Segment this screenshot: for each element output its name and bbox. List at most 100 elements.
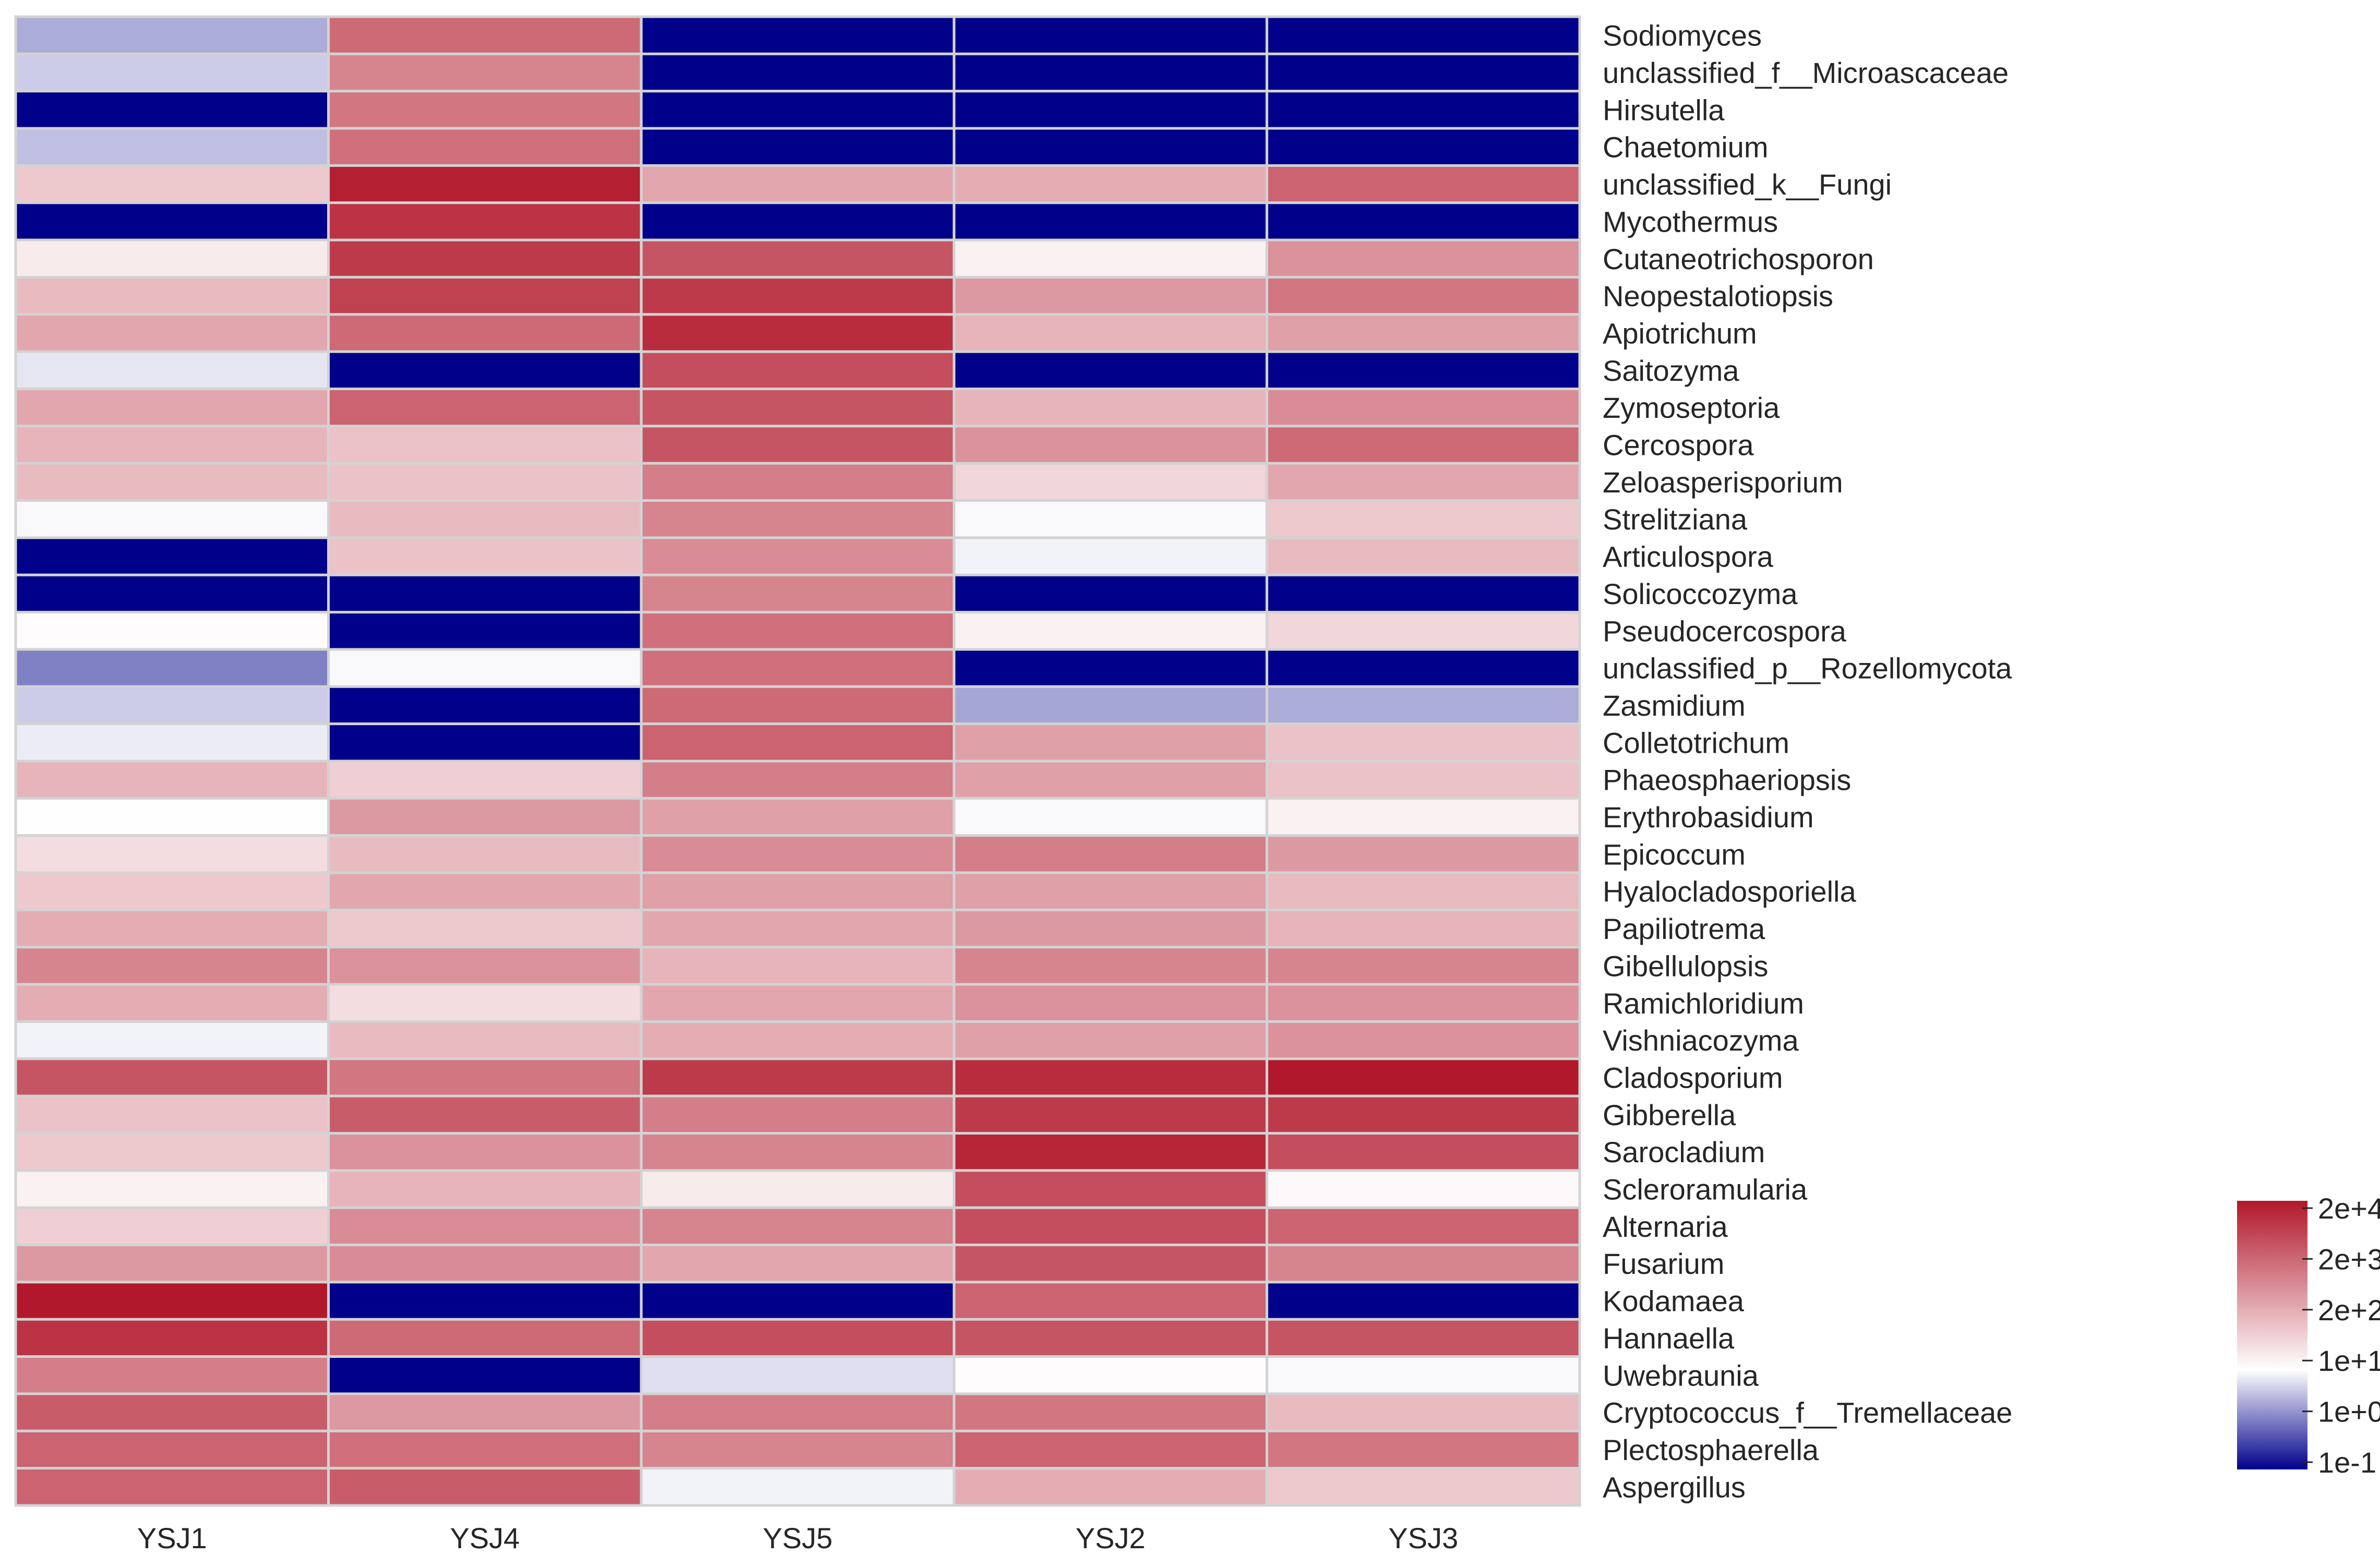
- row-label: Sarocladium: [1603, 1136, 1765, 1168]
- color-legend: 2e+4 2e+3 2e+2 1e+1 1e+0 1e-1: [2237, 1192, 2380, 1479]
- heatmap-cell: [14, 1355, 330, 1395]
- heatmap-cell: [1265, 1318, 1581, 1358]
- heatmap-cell: [953, 1318, 1268, 1358]
- heatmap-cell: [640, 1057, 956, 1098]
- heatmap-cell: [953, 722, 1268, 763]
- heatmap-cell: [14, 313, 330, 353]
- row-label: Zeloasperisporium: [1603, 466, 1843, 499]
- row-label: Hyalocladosporiella: [1603, 875, 1856, 908]
- heatmap-cell: [953, 1132, 1268, 1172]
- row-label: Alternaria: [1603, 1210, 1728, 1243]
- heatmap-cell: [14, 1206, 330, 1247]
- heatmap-cell: [640, 1206, 956, 1247]
- heatmap-cell: [1265, 164, 1581, 204]
- heatmap-cell: [1265, 238, 1581, 279]
- heatmap-cell: [640, 388, 956, 428]
- heatmap-cell: [953, 1355, 1268, 1395]
- heatmap-cell: [640, 164, 956, 204]
- heatmap-cell: [953, 573, 1268, 614]
- heatmap-cell: [640, 90, 956, 130]
- heatmap-border: [14, 15, 1581, 1507]
- heatmap-cell: [327, 1169, 643, 1209]
- heatmap-cell: [953, 685, 1268, 726]
- heatmap-cell: [640, 648, 956, 688]
- heatmap-cell: [14, 1429, 330, 1470]
- heatmap-cell: [327, 462, 643, 502]
- heatmap-cell: [1265, 760, 1581, 800]
- heatmap-cell: [327, 1132, 643, 1172]
- row-label: unclassified_k__Fungi: [1603, 168, 1892, 201]
- row-label: Kodamaea: [1603, 1285, 1745, 1318]
- heatmap-cell: [640, 1392, 956, 1432]
- heatmap-cell: [327, 871, 643, 911]
- heatmap-cell: [14, 536, 330, 576]
- color-legend-tick-label: 2e+2: [2318, 1294, 2380, 1327]
- heatmap-cell: [1265, 1429, 1581, 1470]
- heatmap-cell: [1265, 425, 1581, 465]
- heatmap-cell: [327, 797, 643, 837]
- heatmap-cell: [14, 946, 330, 986]
- color-legend-ticks: 2e+4 2e+3 2e+2 1e+1 1e+0 1e-1: [2302, 1192, 2380, 1479]
- heatmap-cell: [14, 648, 330, 688]
- heatmap-cell: [953, 1429, 1268, 1470]
- row-label: Hannaella: [1603, 1322, 1735, 1355]
- heatmap-cell: [640, 238, 956, 279]
- heatmap-cell: [953, 536, 1268, 576]
- heatmap-cell: [1265, 90, 1581, 130]
- heatmap-cell: [327, 350, 643, 391]
- row-label: Uwebraunia: [1603, 1359, 1759, 1392]
- heatmap-cell: [953, 15, 1268, 55]
- heatmap-cell: [953, 1392, 1268, 1432]
- heatmap-cell: [14, 908, 330, 949]
- column-label: YSJ1: [137, 1522, 207, 1554]
- heatmap-cell: [327, 573, 643, 614]
- heatmap-cell: [327, 1244, 643, 1284]
- row-label: Apiotrichum: [1603, 317, 1757, 349]
- heatmap-cell: [14, 871, 330, 911]
- heatmap-cell: [327, 1392, 643, 1432]
- heatmap-cell: [953, 1169, 1268, 1209]
- row-label: Fusarium: [1603, 1247, 1724, 1280]
- heatmap-cell: [14, 573, 330, 614]
- heatmap-cell: [953, 648, 1268, 688]
- row-label: Pseudocercospora: [1603, 614, 1847, 647]
- heatmap-cell: [1265, 722, 1581, 763]
- heatmap-cell: [327, 685, 643, 726]
- heatmap-cell: [640, 1094, 956, 1135]
- heatmap-cell: [640, 425, 956, 465]
- heatmap-cell: [1265, 573, 1581, 614]
- heatmap-cell: [327, 1467, 643, 1507]
- heatmap-cell: [1265, 946, 1581, 986]
- heatmap-cell: [327, 908, 643, 949]
- heatmap-cell: [14, 1020, 330, 1060]
- heatmap-cell: [953, 52, 1268, 93]
- heatmap-cell: [14, 388, 330, 428]
- heatmap-cell: [953, 499, 1268, 539]
- row-label: Cercospora: [1603, 429, 1754, 462]
- heatmap-cell: [14, 462, 330, 502]
- row-label: Plectosphaerella: [1603, 1433, 1819, 1466]
- heatmap-cell: [14, 722, 330, 763]
- heatmap-cell: [14, 1318, 330, 1358]
- heatmap-cell: [14, 1057, 330, 1098]
- heatmap-cell: [327, 1429, 643, 1470]
- heatmap-cell: [1265, 1169, 1581, 1209]
- heatmap-cell: [1265, 1467, 1581, 1507]
- color-legend-tick-label: 1e+0: [2318, 1395, 2380, 1428]
- heatmap-cell: [14, 611, 330, 651]
- heatmap-cell: [1265, 611, 1581, 651]
- heatmap-cell: [640, 983, 956, 1023]
- heatmap-cell: [14, 127, 330, 167]
- heatmap-cell: [14, 1467, 330, 1507]
- heatmap-cell: [640, 946, 956, 986]
- heatmap-cell: [14, 1094, 330, 1135]
- heatmap-cell: [953, 388, 1268, 428]
- heatmap-cell: [953, 313, 1268, 353]
- heatmap-cell: [1265, 388, 1581, 428]
- heatmap-cells: [14, 15, 1581, 1507]
- heatmap-cell: [640, 611, 956, 651]
- heatmap-cell: [953, 462, 1268, 502]
- row-label: Colletotrichum: [1603, 726, 1789, 759]
- heatmap-cell: [640, 127, 956, 167]
